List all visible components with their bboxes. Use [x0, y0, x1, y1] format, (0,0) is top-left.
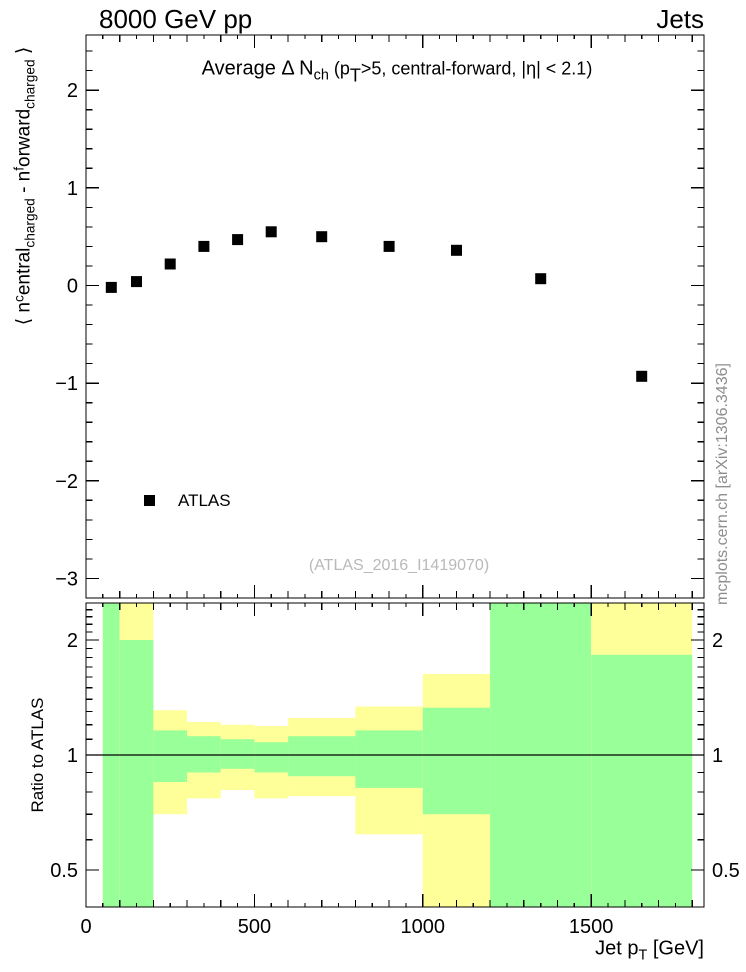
main-panel-frame	[85, 34, 705, 599]
main-y-tick-label: 2	[67, 80, 78, 102]
legend-marker-square	[144, 495, 155, 506]
ratio-y-tick-label-right: 2	[712, 630, 723, 652]
data-point-square	[198, 240, 210, 252]
ratio-y-axis-title: Ratio to ATLAS	[28, 697, 47, 813]
ratio-band-green	[591, 654, 693, 907]
main-y-tick-label: 0	[67, 275, 78, 297]
x-tick-label: 500	[238, 916, 271, 938]
ratio-bands	[102, 603, 693, 907]
data-point-square	[636, 370, 648, 382]
panel-frames	[85, 34, 705, 908]
ratio-panel-frame	[85, 602, 705, 908]
ratio-y-tick-label-left: 0.5	[50, 860, 78, 882]
data-point-square	[316, 231, 328, 243]
data-point-square	[105, 281, 117, 293]
data-point-square	[535, 273, 547, 285]
x-tick-label: 1500	[569, 916, 614, 938]
ratio-band-green	[254, 742, 289, 773]
data-point-square	[451, 244, 462, 256]
legend-label-atlas: ATLAS	[178, 491, 231, 510]
mcplots-attribution-note: mcplots.cern.ch [arXiv:1306.3436]	[714, 363, 731, 605]
ratio-y-tick-label-left: 1	[67, 745, 78, 767]
ratio-band-green	[153, 730, 188, 782]
data-point-square	[131, 276, 142, 288]
analysis-id-watermark: (ATLAS_2016_I1419070)	[308, 557, 490, 574]
main-y-tick-label: 1	[67, 178, 78, 200]
main-y-tick-label: −2	[55, 471, 78, 493]
tick-labels: 2 1 0 −1 −2 −3 2 2 1 1 0.5 0.5 0 500 1000 1500	[50, 80, 740, 938]
header-beam-energy: 8000 GeV pp	[99, 4, 253, 34]
ratio-band-green	[288, 736, 356, 777]
x-tick-label: 0	[80, 916, 91, 938]
data-point-square	[232, 234, 244, 246]
ratio-y-tick-label-left: 2	[67, 630, 78, 652]
ratio-band-green	[422, 707, 491, 815]
data-points	[105, 226, 648, 382]
ratio-band-green	[119, 640, 154, 907]
ratio-band-green	[355, 730, 423, 788]
axis-ticks	[85, 35, 704, 908]
ratio-y-tick-label-right: 1	[712, 745, 723, 767]
ratio-y-tick-label-right: 0.5	[712, 860, 740, 882]
x-tick-label: 1000	[401, 916, 446, 938]
header-analysis-group: Jets	[656, 4, 704, 34]
x-axis-title: Jet pT [GeV]	[595, 937, 704, 964]
data-point-square	[164, 258, 176, 270]
plot-title: Average Δ Nch (pT>5, central-forward, |η…	[201, 57, 593, 86]
data-point-square	[383, 240, 395, 252]
main-y-axis-title: ⟨ ncentralcharged - nforwardcharged ⟩	[11, 46, 38, 326]
ratio-band-green	[220, 739, 255, 769]
main-y-tick-label: −1	[55, 373, 78, 395]
data-point-square	[265, 226, 277, 238]
main-y-tick-label: −3	[55, 568, 78, 590]
